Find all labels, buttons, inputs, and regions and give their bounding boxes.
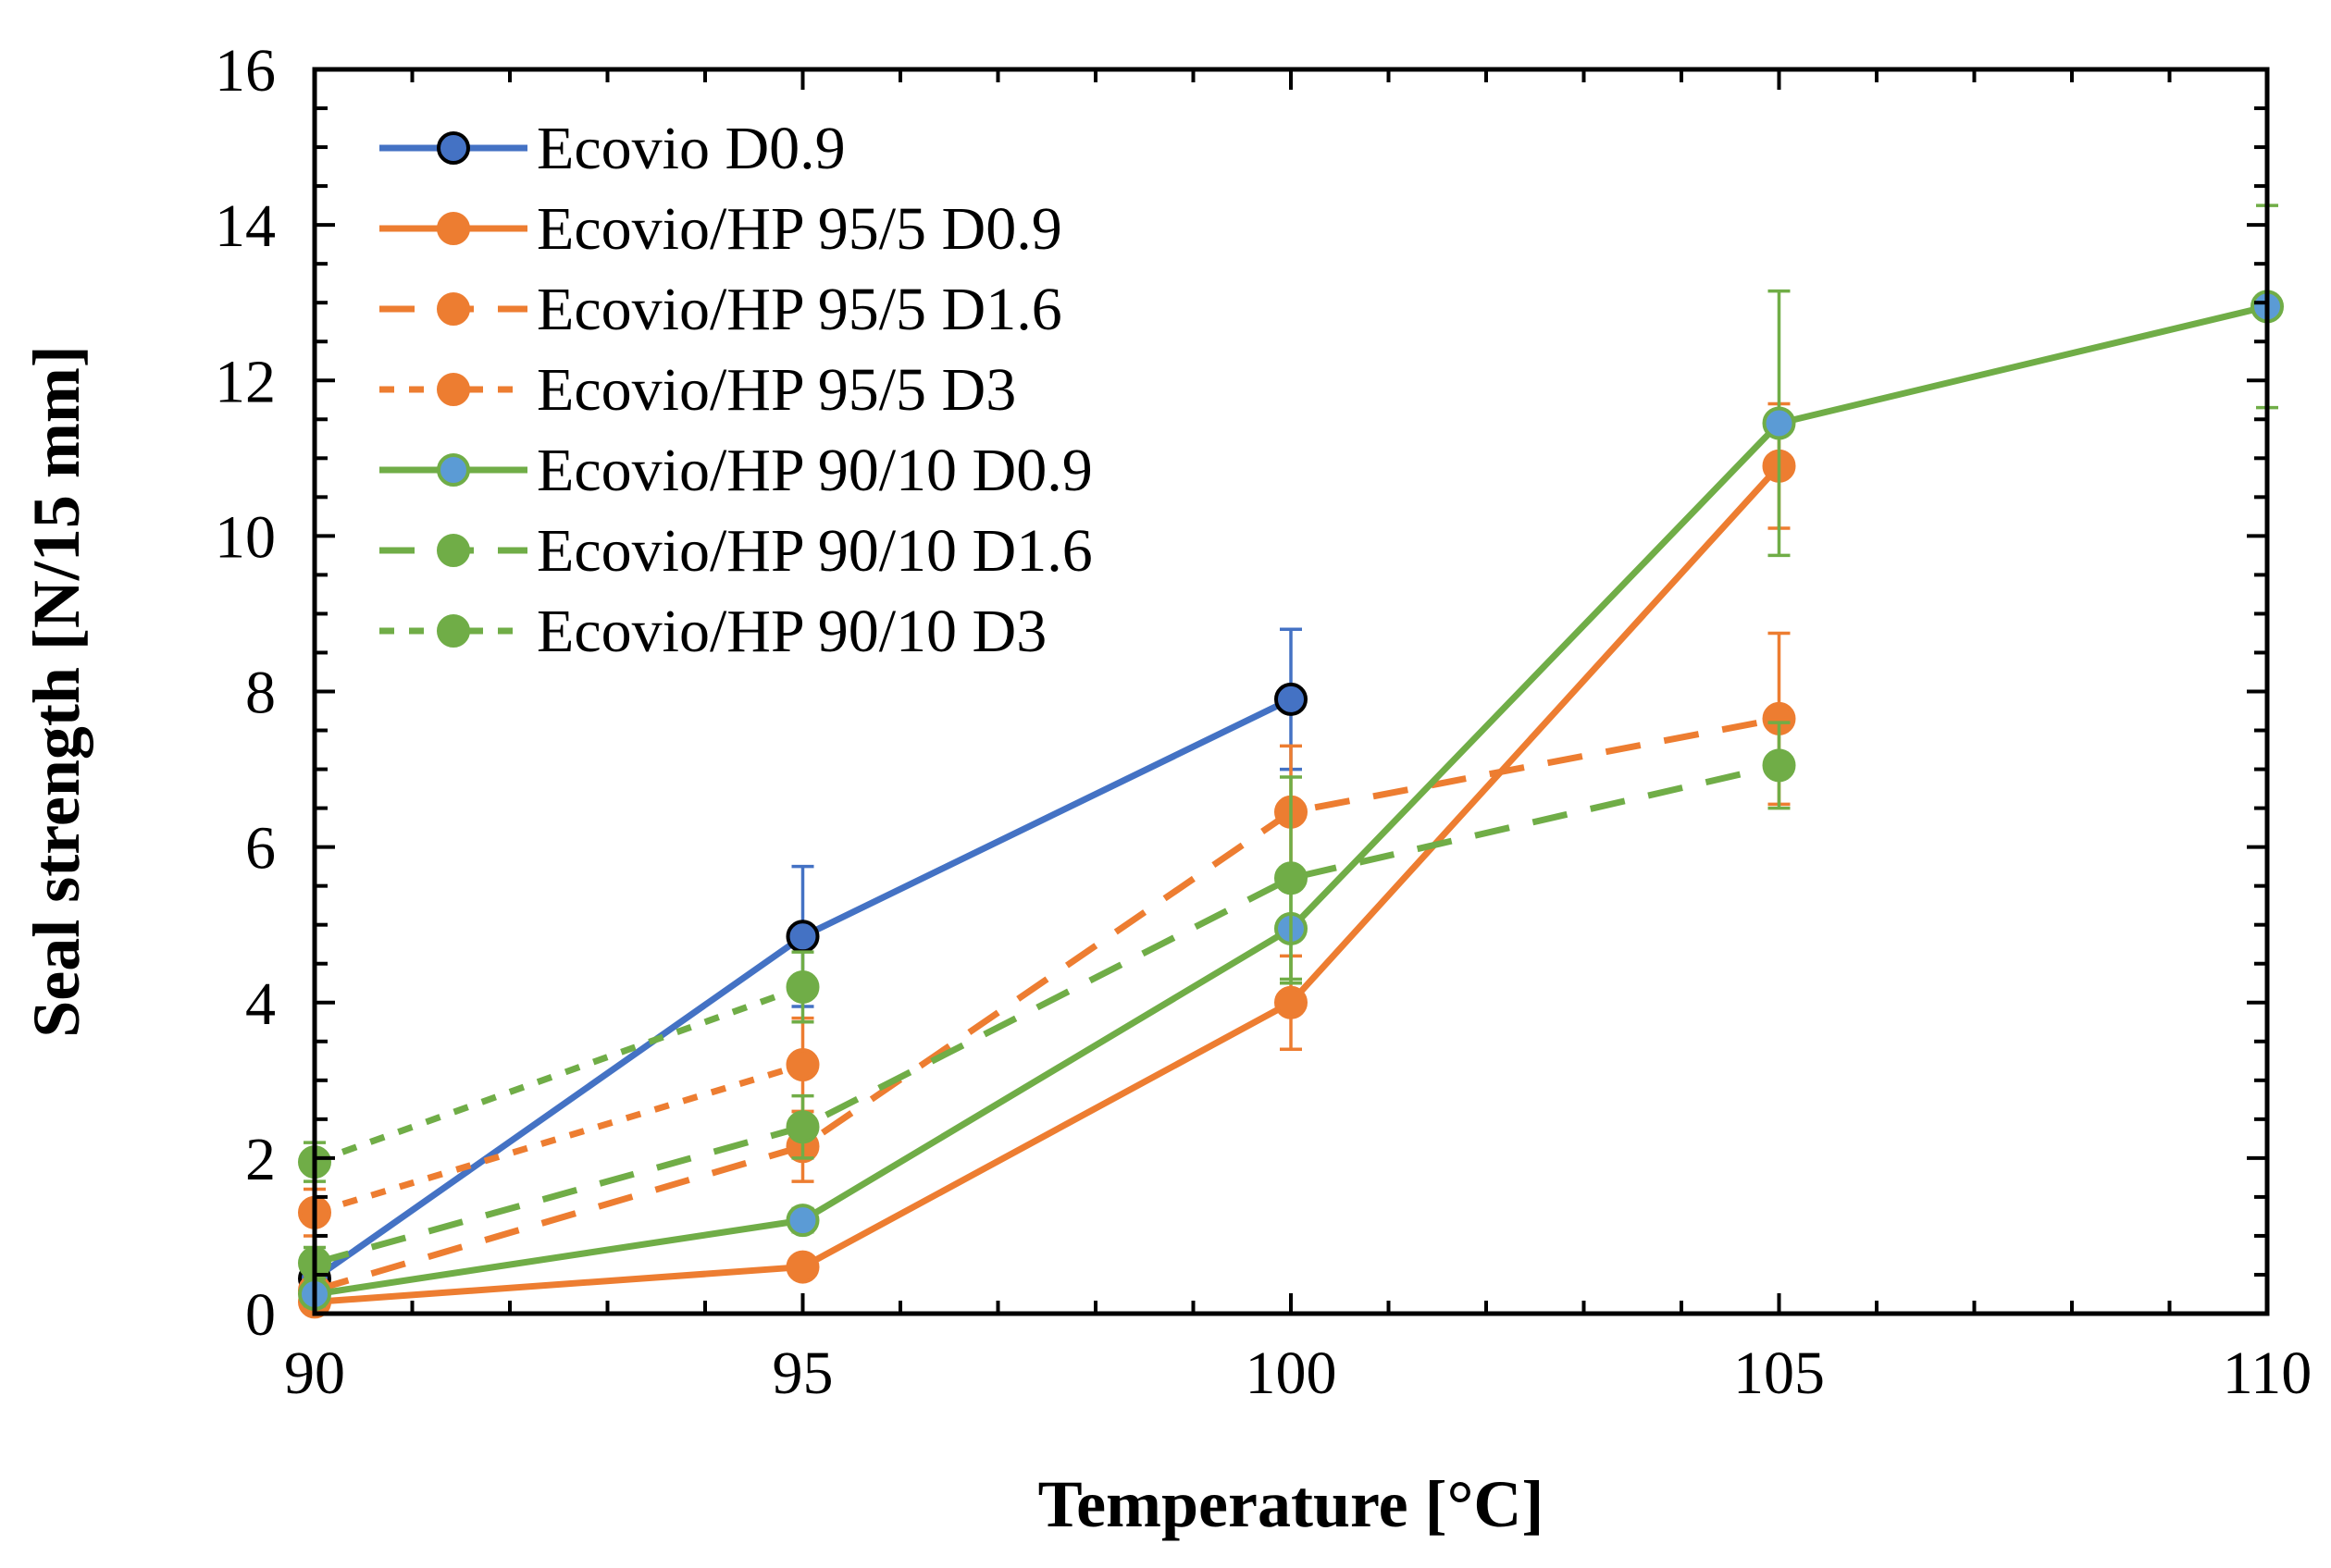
data-point — [786, 1204, 820, 1238]
legend-label: Ecovio/HP 90/10 D0.9 — [537, 437, 1093, 504]
data-point — [1274, 985, 1308, 1019]
legend-label: Ecovio/HP 95/5 D0.9 — [537, 195, 1062, 263]
legend-entry-3: Ecovio/HP 95/5 D1.6 — [379, 276, 1062, 343]
legend-entry-6: Ecovio/HP 90/10 D1.6 — [379, 517, 1093, 585]
legend-marker — [437, 292, 470, 326]
y-tick-label: 0 — [245, 1281, 276, 1349]
y-tick-label: 8 — [245, 660, 276, 727]
legend-marker — [437, 453, 470, 487]
x-tick-label: 100 — [1246, 1340, 1337, 1407]
y-tick-label: 16 — [215, 37, 276, 105]
legend-entry-1: Ecovio D0.9 — [379, 115, 846, 182]
data-point — [786, 1048, 820, 1081]
x-tick-label: 90 — [284, 1340, 345, 1407]
series-6 — [298, 721, 1796, 1280]
legend-marker — [437, 534, 470, 567]
y-tick-label: 10 — [215, 503, 276, 571]
axes-layer: 90 95 100 105 110 0 2 4 6 8 10 12 14 16 — [215, 37, 2312, 1407]
x-tick-label: 95 — [773, 1340, 834, 1407]
series-line — [314, 463, 1782, 1305]
series-line — [314, 715, 1780, 1294]
y-tick-label: 12 — [215, 348, 276, 415]
legend-marker — [437, 373, 470, 406]
y-tick-label: 2 — [245, 1126, 276, 1193]
legend-marker — [437, 614, 470, 648]
legend-marker — [437, 212, 470, 245]
legend: Ecovio D0.9 Ecovio/HP 95/5 D0.9 Ecovio/HP … — [379, 115, 1093, 665]
legend-label: Ecovio D0.9 — [537, 115, 846, 182]
data-point — [786, 1110, 820, 1144]
data-point — [1762, 406, 1796, 440]
x-tick-label: 105 — [1733, 1340, 1825, 1407]
legend-entry-4: Ecovio/HP 95/5 D3 — [379, 356, 1016, 424]
data-point — [1274, 682, 1308, 716]
x-axis-title: Temperature [°C] — [1038, 1467, 1544, 1541]
legend-label: Ecovio/HP 95/5 D3 — [537, 356, 1016, 424]
legend-label: Ecovio/HP 90/10 D1.6 — [537, 517, 1093, 585]
data-point — [786, 1250, 820, 1284]
legend-entry-2: Ecovio/HP 95/5 D0.9 — [379, 195, 1062, 263]
data-point — [786, 920, 820, 954]
y-tick-label: 14 — [215, 192, 276, 260]
y-tick-label: 6 — [245, 815, 276, 883]
legend-label: Ecovio/HP 95/5 D1.6 — [537, 276, 1062, 343]
data-point — [1762, 748, 1796, 783]
legend-entry-7: Ecovio/HP 90/10 D3 — [379, 598, 1047, 665]
data-point — [1274, 861, 1308, 895]
data-point — [786, 969, 820, 1004]
legend-entry-5: Ecovio/HP 90/10 D0.9 — [379, 437, 1093, 504]
series-line — [313, 1061, 804, 1216]
legend-label: Ecovio/HP 90/10 D3 — [537, 598, 1047, 665]
y-tick-label: 4 — [245, 970, 276, 1038]
x-tick-label: 110 — [2223, 1340, 2312, 1407]
y-axis-title: Seal strength [N/15 mm] — [19, 345, 93, 1038]
legend-marker — [437, 131, 470, 165]
series-line — [314, 761, 1780, 1266]
